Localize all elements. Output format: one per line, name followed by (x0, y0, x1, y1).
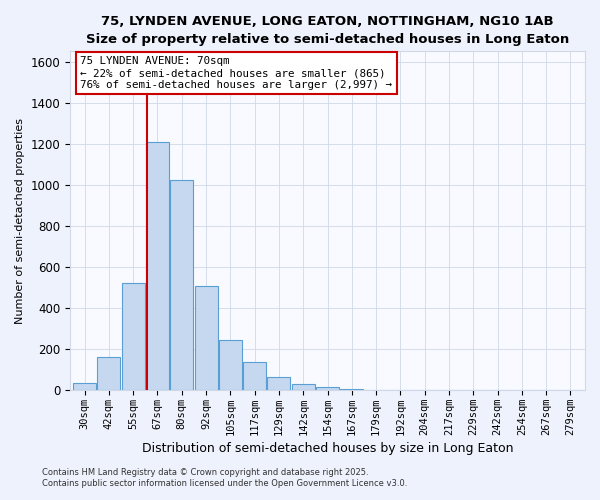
Bar (340, 389, 364, 390)
Bar (73, 382, 96, 390)
X-axis label: Distribution of semi-detached houses by size in Long Eaton: Distribution of semi-detached houses by … (142, 442, 513, 455)
Y-axis label: Number of semi-detached properties: Number of semi-detached properties (15, 118, 25, 324)
Bar (316, 387, 339, 390)
Bar (219, 340, 242, 390)
Title: 75, LYNDEN AVENUE, LONG EATON, NOTTINGHAM, NG10 1AB
Size of property relative to: 75, LYNDEN AVENUE, LONG EATON, NOTTINGHA… (86, 15, 569, 46)
Bar (194, 286, 218, 390)
Bar (243, 362, 266, 390)
Bar (146, 142, 169, 390)
Bar (122, 283, 145, 390)
Bar (170, 180, 193, 390)
Bar (268, 376, 290, 390)
Bar (292, 384, 315, 390)
Text: Contains HM Land Registry data © Crown copyright and database right 2025.
Contai: Contains HM Land Registry data © Crown c… (42, 468, 407, 487)
Text: 75 LYNDEN AVENUE: 70sqm
← 22% of semi-detached houses are smaller (865)
76% of s: 75 LYNDEN AVENUE: 70sqm ← 22% of semi-de… (80, 56, 392, 90)
Bar (97, 357, 121, 390)
